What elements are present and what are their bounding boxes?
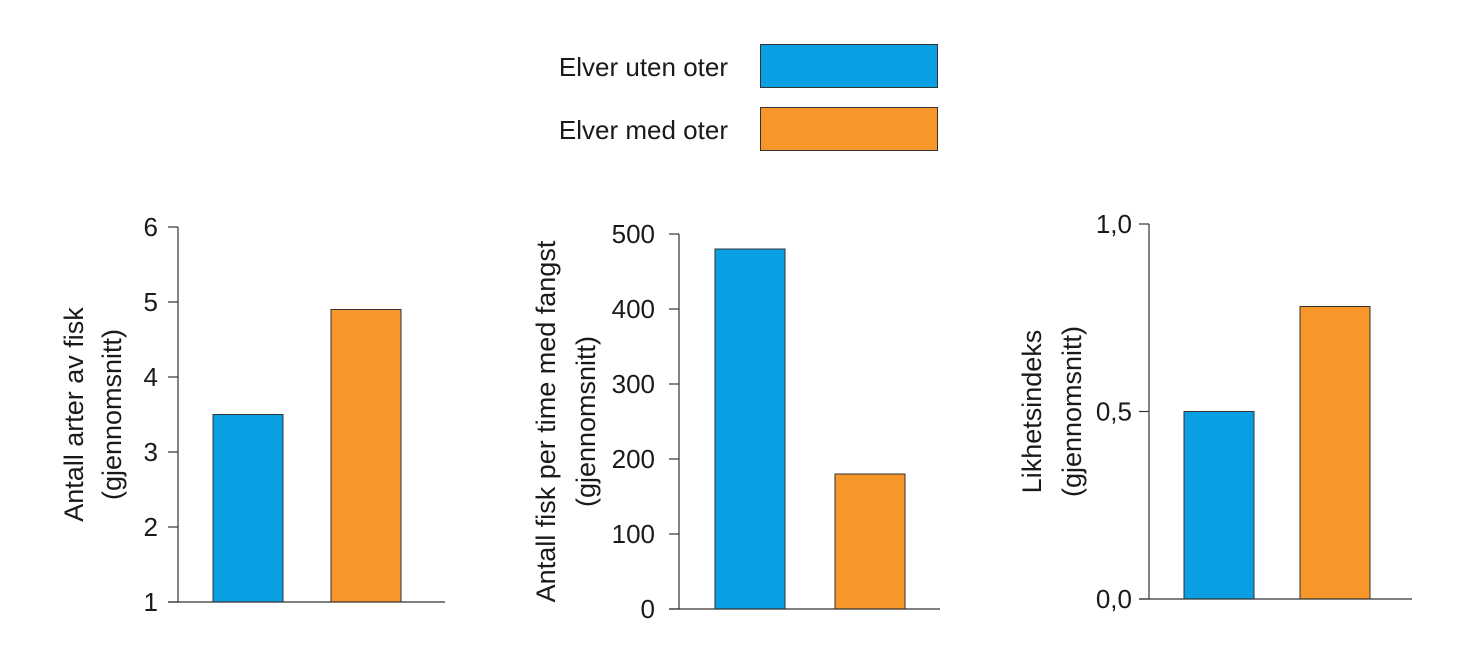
y-tick-label: 5: [144, 287, 158, 317]
legend-item-with-otter: Elver med oter: [0, 107, 1464, 153]
bar-with-otter: [834, 473, 906, 610]
y-axis-title: Antall fisk per time med fangst: [531, 240, 561, 602]
y-tick-label: 500: [612, 219, 655, 249]
y-tick-label: 0,5: [1096, 397, 1132, 427]
legend-swatch-orange: [760, 107, 938, 151]
bar-without-otter: [212, 414, 284, 603]
y-axis-title: (gjennomsnitt): [571, 336, 601, 507]
y-axis-title: (gjennomsnitt): [97, 329, 127, 500]
bar-without-otter: [1183, 411, 1255, 600]
y-axis-title: Likhetsindeks: [1017, 330, 1047, 494]
legend-swatch-blue: [760, 44, 938, 88]
y-tick-label: 0: [641, 594, 655, 624]
bar-with-otter: [330, 309, 402, 603]
y-tick-label: 400: [612, 294, 655, 324]
bar-without-otter: [714, 248, 786, 610]
legend-label: Elver med oter: [558, 115, 728, 145]
y-tick-label: 4: [144, 362, 158, 392]
y-tick-label: 300: [612, 369, 655, 399]
y-tick-label: 1: [144, 587, 158, 617]
y-tick-label: 100: [612, 519, 655, 549]
y-tick-label: 6: [144, 212, 158, 242]
legend: Elver uten oter Elver med oter: [0, 0, 1464, 160]
legend-label: Elver uten oter: [558, 52, 728, 82]
y-tick-label: 1,0: [1096, 209, 1132, 239]
legend-item-without-otter: Elver uten oter: [0, 44, 1464, 90]
y-axis-title: Antall arter av fisk: [59, 307, 89, 522]
y-axis-title: (gjennomsnitt): [1057, 326, 1087, 497]
bar-with-otter: [1299, 306, 1371, 600]
y-tick-label: 2: [144, 512, 158, 542]
y-tick-label: 3: [144, 437, 158, 467]
y-tick-label: 0,0: [1096, 584, 1132, 614]
y-tick-label: 200: [612, 444, 655, 474]
